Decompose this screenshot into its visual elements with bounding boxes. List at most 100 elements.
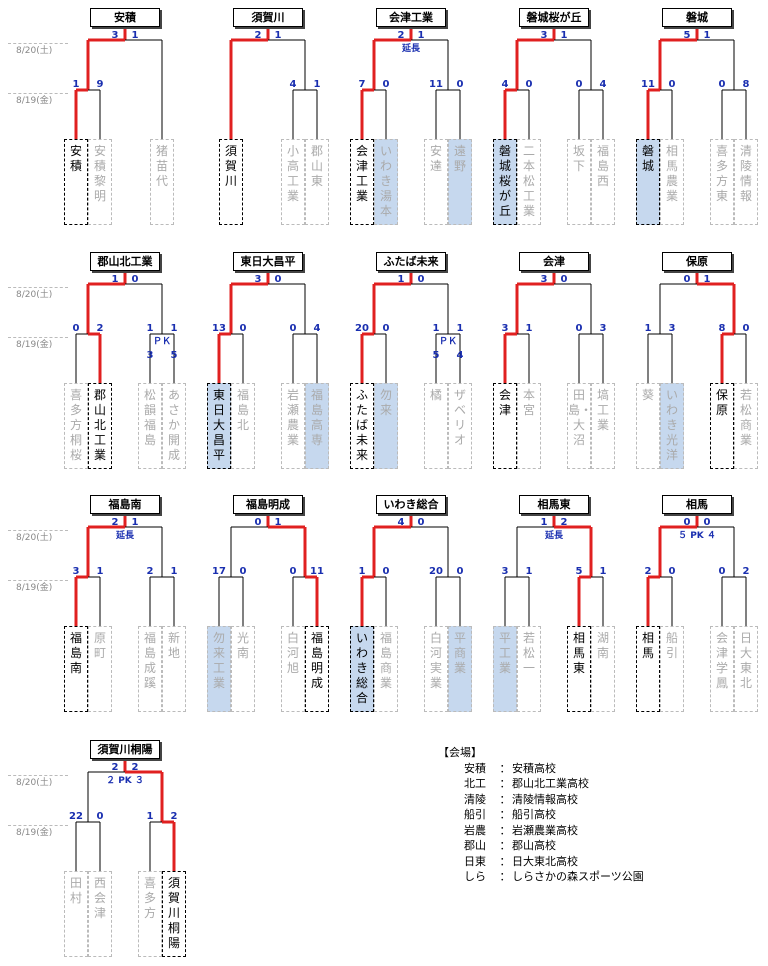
team-name-box: 若松一 — [517, 626, 541, 712]
match-score: 1 — [72, 79, 80, 90]
team-name-box: 会津学鳳 — [710, 626, 734, 712]
winner-box: いわき総合 — [376, 495, 446, 514]
date-label-first: 8/19(金) — [16, 583, 53, 593]
match-score: 0 — [289, 323, 297, 334]
team-name-box: 本宮 — [517, 383, 541, 469]
winner-box: 保原 — [662, 252, 732, 271]
pk-label: ＰＫ — [152, 337, 171, 347]
winner-box: 福島明成 — [233, 495, 303, 514]
team-name-box: 安積 — [64, 139, 88, 225]
match-score: 8 — [742, 79, 750, 90]
match-score: 20 — [355, 323, 369, 334]
final-score: 1 — [417, 30, 425, 41]
team-name-box: 白河実業 — [424, 626, 448, 712]
match-score: 7 — [358, 79, 366, 90]
match-score: 13 — [212, 323, 226, 334]
match-score: 0 — [456, 566, 464, 577]
match-score: 0 — [575, 79, 583, 90]
match-score: 1 — [525, 566, 533, 577]
match-score: 0 — [239, 323, 247, 334]
team-name-box: 郡山東 — [305, 139, 329, 225]
date-label-final: 8/20(土) — [16, 778, 53, 788]
team-name-box: 平工業 — [493, 626, 517, 712]
final-score: 1 — [131, 30, 139, 41]
final-score: 3 — [111, 30, 119, 41]
winner-box: 相馬東 — [519, 495, 589, 514]
team-name-box: 喜多方桐桜 — [64, 383, 88, 469]
final-score: 0 — [683, 517, 691, 528]
team-name-box: 福島商業 — [374, 626, 398, 712]
date-label-first: 8/19(金) — [16, 828, 53, 838]
date-guide-line — [8, 775, 68, 776]
final-score: 1 — [703, 30, 711, 41]
winner-box: 安積 — [90, 8, 160, 27]
match-score: 4 — [501, 79, 509, 90]
winner-box: ふたば未来 — [376, 252, 446, 271]
match-score: 0 — [668, 79, 676, 90]
team-name-box: ふたば未来 — [350, 383, 374, 469]
final-score: 5 — [683, 30, 691, 41]
final-score: 0 — [560, 274, 568, 285]
match-score: 1 — [146, 811, 154, 822]
team-name-box: 橘 — [424, 383, 448, 469]
match-score: 1 — [599, 566, 607, 577]
match-score: 8 — [718, 323, 726, 334]
team-name-box: 会津工業 — [350, 139, 374, 225]
match-score: 0 — [718, 566, 726, 577]
match-score: 0 — [382, 323, 390, 334]
final-score: 1 — [397, 274, 405, 285]
winner-box: 東日大昌平 — [233, 252, 303, 271]
final-score: 0 — [703, 517, 711, 528]
match-score: 5 — [575, 566, 583, 577]
team-name-box: 福島高専 — [305, 383, 329, 469]
final-score: 0 — [417, 274, 425, 285]
team-name-box: 葵 — [636, 383, 660, 469]
match-score: 1 — [525, 323, 533, 334]
legend-row: 北工：郡山北工業高校 — [464, 777, 589, 790]
final-note: 延長 — [401, 44, 420, 54]
match-score: 0 — [525, 79, 533, 90]
team-name-box: 保原 — [710, 383, 734, 469]
pk-score: 4 — [456, 350, 464, 361]
match-score: 11 — [429, 79, 443, 90]
match-score: 3 — [599, 323, 607, 334]
final-score: 1 — [274, 517, 282, 528]
match-score: 0 — [668, 566, 676, 577]
team-name-box: いわき光洋 — [660, 383, 684, 469]
final-score: 4 — [397, 517, 405, 528]
match-score: 3 — [72, 566, 80, 577]
team-name-box: 相馬 — [636, 626, 660, 712]
team-name-box: ザベリオ — [448, 383, 472, 469]
team-name-box: 福島北 — [231, 383, 255, 469]
winner-box: 須賀川桐陽 — [90, 740, 160, 759]
date-label-first: 8/19(金) — [16, 96, 53, 106]
team-name-box: 会津 — [493, 383, 517, 469]
winner-box: 会津 — [519, 252, 589, 271]
match-score: 0 — [239, 566, 247, 577]
match-score: 17 — [212, 566, 226, 577]
match-score: 3 — [501, 566, 509, 577]
final-score: 2 — [560, 517, 568, 528]
match-score: 0 — [382, 566, 390, 577]
match-score: 2 — [170, 811, 178, 822]
match-score: 1 — [170, 323, 178, 334]
team-name-box: 清陵情報 — [734, 139, 758, 225]
winner-box: 須賀川 — [233, 8, 303, 27]
team-name-box: 湖南 — [591, 626, 615, 712]
team-name-box: 遠野 — [448, 139, 472, 225]
match-score: 2 — [96, 323, 104, 334]
final-score: 3 — [540, 274, 548, 285]
team-name-box: 西会津 — [88, 871, 112, 957]
match-score: 0 — [456, 79, 464, 90]
match-score: 11 — [641, 79, 655, 90]
team-name-box: 福島成蹊 — [138, 626, 162, 712]
team-name-box: 福島明成 — [305, 626, 329, 712]
date-guide-line — [8, 580, 68, 581]
team-name-box: 田村 — [64, 871, 88, 957]
legend-row: 安積：安積高校 — [464, 761, 556, 775]
team-name-box: 磐城桜が丘 — [493, 139, 517, 225]
legend-row: しら：しらさかの森スポーツ公園 — [464, 870, 644, 883]
final-score: 3 — [540, 30, 548, 41]
final-score: 0 — [274, 274, 282, 285]
